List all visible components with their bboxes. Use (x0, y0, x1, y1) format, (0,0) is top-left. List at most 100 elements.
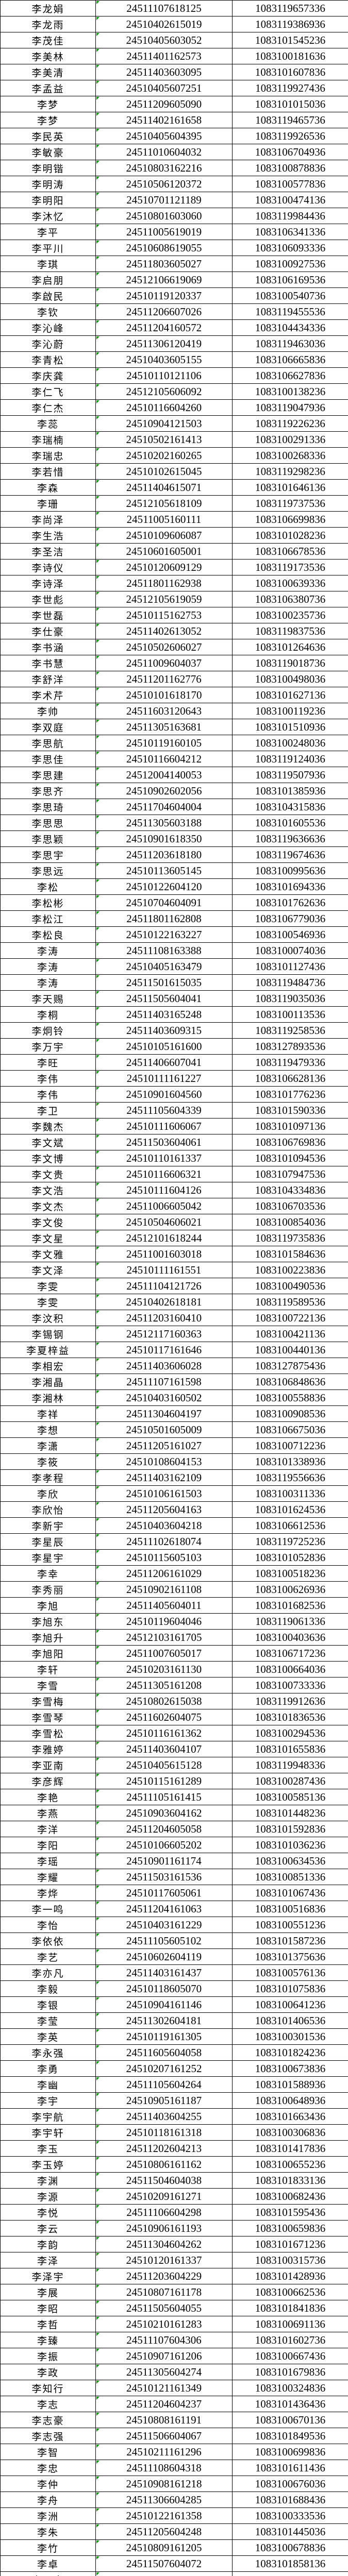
cell-registration-id[interactable]: 24510119604046 (95, 1613, 233, 1630)
cell-candidate-number[interactable]: 1083101833136 (232, 2172, 348, 2189)
cell-registration-id[interactable]: 24510904161146 (95, 1996, 233, 2013)
cell-candidate-number[interactable]: 1083100551236 (232, 1917, 348, 1933)
cell-registration-id[interactable]: 24510117161646 (95, 1342, 233, 1358)
cell-candidate-number[interactable]: 1083119737536 (232, 495, 348, 512)
cell-name[interactable]: 李松良 (0, 926, 96, 943)
cell-name[interactable]: 李秀丽 (0, 1581, 96, 1598)
cell-candidate-number[interactable]: 1083100440136 (232, 1342, 348, 1358)
cell-candidate-number[interactable]: 1083101824236 (232, 2044, 348, 2061)
cell-candidate-number[interactable]: 1083100223836 (232, 1262, 348, 1278)
cell-registration-id[interactable]: 24510608619055 (95, 240, 233, 256)
cell-registration-id[interactable]: 24510111161551 (95, 1262, 233, 1278)
cell-registration-id[interactable]: 24510502161413 (95, 431, 233, 448)
cell-registration-id[interactable]: 24511403603095 (95, 64, 233, 80)
cell-candidate-number[interactable]: 1083100667436 (232, 2348, 348, 2364)
cell-name[interactable]: 李文雅 (0, 1246, 96, 1262)
cell-candidate-number[interactable]: 1083119061336 (232, 1613, 348, 1630)
cell-registration-id[interactable]: 24511010604032 (95, 144, 233, 160)
cell-registration-id[interactable]: 24510902161108 (95, 1581, 233, 1598)
cell-name[interactable]: 李龙娟 (0, 0, 96, 16)
cell-registration-id[interactable]: 24510119161305 (95, 2028, 233, 2045)
cell-name[interactable]: 李旭阳 (0, 1645, 96, 1662)
cell-name[interactable]: 李若惜 (0, 463, 96, 480)
cell-candidate-number[interactable]: 1083100294536 (232, 1725, 348, 1741)
cell-registration-id[interactable]: 24510212161308 (95, 2571, 233, 2576)
cell-name[interactable]: 李舟 (0, 2492, 96, 2508)
cell-name[interactable]: 李明涛 (0, 176, 96, 192)
cell-candidate-number[interactable]: 1083119725236 (232, 1533, 348, 1550)
cell-candidate-number[interactable]: 1083119556636 (232, 1469, 348, 1486)
cell-candidate-number[interactable]: 1083127893536 (232, 1038, 348, 1055)
cell-candidate-number[interactable]: 1083104315836 (232, 799, 348, 815)
cell-name[interactable]: 李旭东 (0, 1613, 96, 1630)
cell-candidate-number[interactable]: 1083100673836 (232, 2060, 348, 2077)
cell-name[interactable]: 李莹 (0, 2012, 96, 2029)
cell-name[interactable]: 李伟 (0, 1070, 96, 1087)
cell-registration-id[interactable]: 24510405615128 (95, 1757, 233, 1773)
cell-candidate-number[interactable]: 1083101694336 (232, 878, 348, 895)
cell-candidate-number[interactable]: 1083101841836 (232, 2300, 348, 2316)
cell-registration-id[interactable]: 24510402618181 (95, 1294, 233, 1310)
cell-candidate-number[interactable]: 1083101776236 (232, 1086, 348, 1103)
cell-name[interactable]: 李毅 (0, 1980, 96, 1997)
cell-candidate-number[interactable]: 1083119226236 (232, 415, 348, 432)
cell-registration-id[interactable]: 24510119120337 (95, 287, 233, 304)
cell-name[interactable]: 李明锴 (0, 160, 96, 176)
cell-candidate-number[interactable]: 1083119463036 (232, 335, 348, 352)
cell-registration-id[interactable]: 24511305163681 (95, 719, 233, 735)
cell-name[interactable]: 李双庭 (0, 719, 96, 735)
cell-name[interactable]: 李思宇 (0, 846, 96, 863)
cell-name[interactable]: 李源 (0, 2188, 96, 2205)
cell-registration-id[interactable]: 24511007605017 (95, 1645, 233, 1662)
cell-name[interactable]: 李思颖 (0, 831, 96, 847)
cell-name[interactable]: 李旺 (0, 1054, 96, 1071)
cell-candidate-number[interactable]: 1083100181636 (232, 48, 348, 64)
cell-registration-id[interactable]: 24510120161337 (95, 2252, 233, 2268)
cell-candidate-number[interactable]: 1083100311336 (232, 1485, 348, 1502)
cell-name[interactable]: 李沁蔚 (0, 335, 96, 352)
cell-name[interactable]: 李忠 (0, 2460, 96, 2476)
cell-candidate-number[interactable]: 1083106169536 (232, 272, 348, 288)
cell-registration-id[interactable]: 24511403161437 (95, 1964, 233, 1981)
cell-registration-id[interactable]: 24510109606087 (95, 527, 233, 544)
cell-candidate-number[interactable]: 1083101015036 (232, 96, 348, 112)
cell-name[interactable]: 李洲 (0, 2507, 96, 2524)
cell-candidate-number[interactable]: 1083101682536 (232, 1597, 348, 1614)
cell-candidate-number[interactable]: 1083106627836 (232, 367, 348, 384)
cell-name[interactable]: 李泽宇 (0, 2268, 96, 2284)
cell-name[interactable]: 李帅 (0, 703, 96, 719)
cell-name[interactable]: 李烨 (0, 1885, 96, 1901)
cell-candidate-number[interactable]: 1083119047936 (232, 399, 348, 416)
cell-candidate-number[interactable]: 1083100659836 (232, 2220, 348, 2236)
cell-name[interactable]: 李湘晶 (0, 1374, 96, 1390)
cell-registration-id[interactable]: 24511005619019 (95, 224, 233, 240)
cell-candidate-number[interactable]: 1083100908536 (232, 1405, 348, 1422)
cell-registration-id[interactable]: 24511302604181 (95, 2012, 233, 2029)
cell-registration-id[interactable]: 24511704604004 (95, 799, 233, 815)
cell-registration-id[interactable]: 24510207161252 (95, 2060, 233, 2077)
cell-name[interactable]: 李想 (0, 1421, 96, 1438)
cell-registration-id[interactable]: 24510809161205 (95, 2539, 233, 2556)
cell-name[interactable]: 李英 (0, 2028, 96, 2045)
cell-registration-id[interactable]: 24511105161415 (95, 1789, 233, 1805)
cell-registration-id[interactable]: 24511505604041 (95, 990, 233, 1007)
cell-candidate-number[interactable]: 1083101590336 (232, 1102, 348, 1118)
cell-registration-id[interactable]: 24511403165248 (95, 1006, 233, 1023)
cell-registration-id[interactable]: 24510902602056 (95, 783, 233, 799)
cell-registration-id[interactable]: 24512103161705 (95, 1629, 233, 1646)
cell-registration-id[interactable]: 24511403606028 (95, 1358, 233, 1374)
cell-candidate-number[interactable]: 1083100516836 (232, 1901, 348, 1917)
cell-registration-id[interactable]: 24511102618074 (95, 1533, 233, 1550)
cell-name[interactable]: 李竹 (0, 2539, 96, 2556)
cell-candidate-number[interactable]: 1083100074036 (232, 942, 348, 959)
cell-candidate-number[interactable]: 1083100268336 (232, 447, 348, 464)
cell-name[interactable]: 李子豪 (0, 2571, 96, 2576)
cell-candidate-number[interactable]: 1083100854036 (232, 1214, 348, 1230)
cell-name[interactable]: 李宇 (0, 2092, 96, 2109)
cell-registration-id[interactable]: 24512105606092 (95, 383, 233, 400)
cell-registration-id[interactable]: 24511501615035 (95, 974, 233, 991)
cell-registration-id[interactable]: 24511503604061 (95, 1134, 233, 1150)
cell-candidate-number[interactable]: 1083101264636 (232, 639, 348, 655)
cell-candidate-number[interactable]: 1083119484736 (232, 974, 348, 991)
cell-name[interactable]: 李艳 (0, 1789, 96, 1805)
